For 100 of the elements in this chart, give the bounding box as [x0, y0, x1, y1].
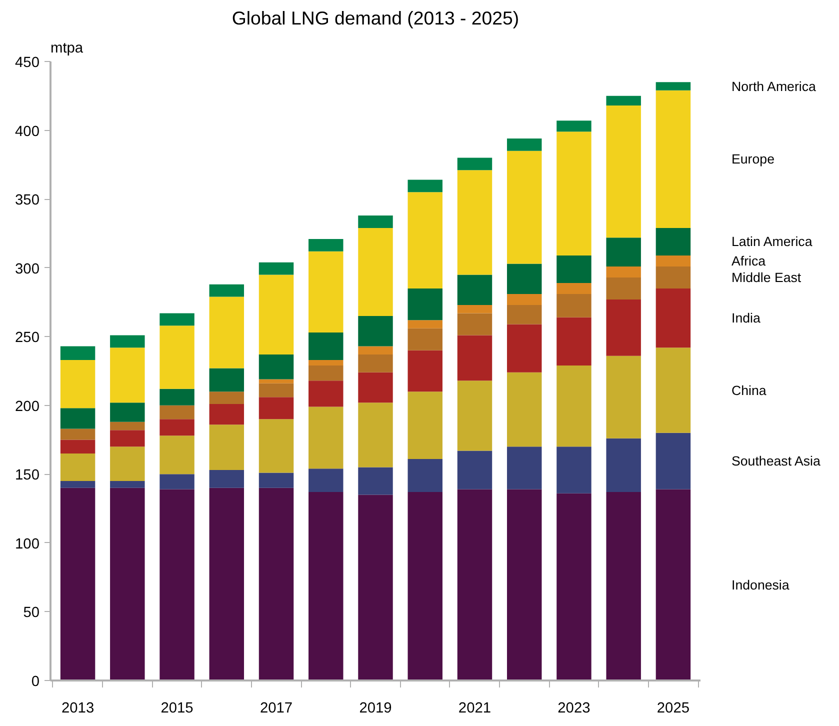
bar	[656, 228, 691, 256]
bar	[457, 489, 492, 680]
bar	[308, 406, 344, 469]
bar	[358, 494, 393, 680]
bar	[656, 266, 691, 288]
bar	[60, 481, 96, 488]
bar	[160, 419, 194, 436]
bar	[457, 380, 492, 451]
bar	[606, 266, 641, 278]
bar	[358, 402, 393, 468]
bar	[656, 255, 691, 266]
bar	[209, 392, 244, 404]
text: North America	[732, 78, 817, 94]
bar	[308, 238, 344, 252]
bar	[209, 488, 244, 680]
bar	[408, 192, 442, 288]
bar	[358, 467, 393, 495]
bar	[506, 294, 542, 305]
bar	[258, 274, 294, 354]
bar	[209, 296, 244, 368]
bar	[606, 492, 641, 680]
bar	[457, 313, 492, 336]
bar	[209, 284, 244, 297]
x-tick-label: 2013	[61, 700, 94, 716]
bar	[656, 288, 691, 348]
bar	[358, 228, 393, 316]
x-tick-label: 2019	[359, 700, 392, 716]
bar	[606, 277, 641, 300]
bar	[506, 150, 542, 264]
bar	[556, 317, 592, 366]
bar	[656, 82, 691, 90]
bar	[408, 180, 442, 192]
bar	[606, 356, 641, 438]
bar	[258, 472, 294, 488]
bar	[60, 360, 96, 408]
bar	[457, 170, 492, 275]
y-tick-label: 100	[15, 536, 40, 552]
bar	[60, 428, 96, 440]
bar	[209, 470, 244, 488]
x-tick-label: 2021	[458, 700, 492, 716]
y-tick-label: 300	[15, 261, 40, 278]
bar	[506, 304, 542, 324]
chart-title: Global LNG demand (2013 - 2025)	[232, 8, 520, 28]
y-tick-label: 200	[15, 398, 40, 415]
bar	[308, 332, 344, 360]
bar	[556, 294, 592, 318]
bar	[258, 383, 294, 398]
bar	[209, 424, 244, 470]
bar	[160, 436, 194, 474]
bar	[258, 354, 294, 380]
y-tick-label: 50	[23, 605, 40, 622]
bar	[160, 313, 194, 326]
text: Africa	[732, 253, 766, 268]
bar	[457, 304, 492, 314]
bar	[110, 481, 145, 488]
bar	[556, 493, 592, 680]
bar	[457, 335, 492, 381]
y-tick-label: 400	[15, 124, 40, 140]
bar	[556, 120, 592, 132]
bar	[160, 489, 194, 680]
bar	[506, 489, 542, 680]
y-axis-title: mtpa	[50, 40, 84, 56]
bar	[258, 419, 294, 473]
bar	[358, 354, 393, 372]
text: Middle East	[732, 270, 802, 285]
bar	[358, 372, 393, 403]
bar	[556, 132, 592, 256]
bar	[656, 489, 691, 680]
bar	[358, 316, 393, 346]
bar	[308, 380, 344, 407]
bar	[506, 372, 542, 447]
text: Europe	[732, 152, 774, 167]
bar	[506, 324, 542, 372]
bar	[506, 264, 542, 294]
y-tick-label: 250	[15, 330, 40, 346]
x-tick-label: 2017	[260, 700, 293, 716]
y-tick-label: 150	[15, 468, 40, 484]
x-tick-label: 2025	[656, 700, 690, 716]
bar	[506, 446, 542, 490]
bar	[160, 326, 194, 389]
bar	[110, 402, 145, 422]
bar	[110, 430, 145, 447]
text: Latin America	[732, 234, 813, 250]
y-tick-label: 350	[15, 192, 40, 209]
bar	[258, 397, 294, 420]
bar	[556, 282, 592, 294]
bar	[308, 468, 344, 492]
bar	[258, 262, 294, 275]
bar	[556, 366, 592, 447]
bar	[110, 335, 145, 348]
bar	[408, 328, 442, 350]
bar	[209, 404, 244, 425]
bar	[457, 450, 492, 490]
text: India	[732, 310, 761, 326]
bar	[110, 422, 145, 430]
bar	[606, 438, 641, 492]
bar	[160, 474, 194, 490]
bar	[308, 366, 344, 381]
bar	[308, 360, 344, 366]
bar	[556, 446, 592, 494]
